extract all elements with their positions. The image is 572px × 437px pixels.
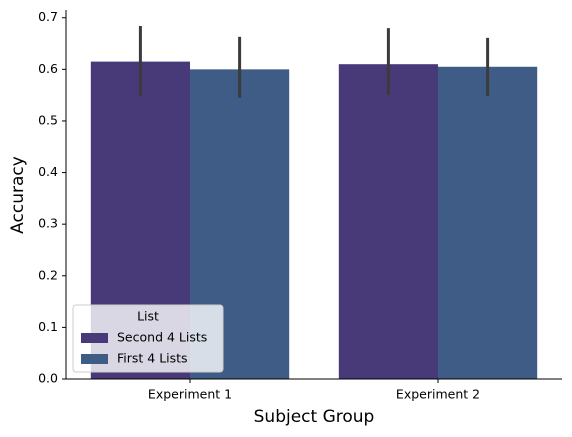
x-tick-label: Experiment 1	[148, 387, 232, 402]
y-tick-label: 0.1	[38, 319, 58, 334]
legend-swatch	[81, 354, 108, 364]
y-tick-label: 0.4	[38, 164, 58, 179]
y-tick-label: 0.5	[38, 112, 58, 127]
y-tick-label: 0.2	[38, 267, 58, 282]
legend-label: Second 4 Lists	[117, 330, 207, 345]
y-tick-label: 0.7	[38, 9, 58, 24]
x-tick-label: Experiment 2	[396, 387, 480, 402]
bar	[438, 66, 538, 380]
legend-title: List	[137, 309, 159, 324]
legend-label: First 4 Lists	[117, 351, 188, 366]
x-axis-label: Subject Group	[254, 407, 375, 427]
y-tick-label: 0.0	[38, 371, 58, 386]
legend-swatch	[81, 333, 108, 343]
bar	[338, 64, 438, 379]
legend-frame	[72, 304, 224, 373]
y-tick-label: 0.6	[38, 61, 58, 76]
y-tick-label: 0.3	[38, 216, 58, 231]
y-axis-label: Accuracy	[8, 156, 28, 234]
legend: List Second 4 Lists First 4 Lists	[72, 304, 224, 373]
